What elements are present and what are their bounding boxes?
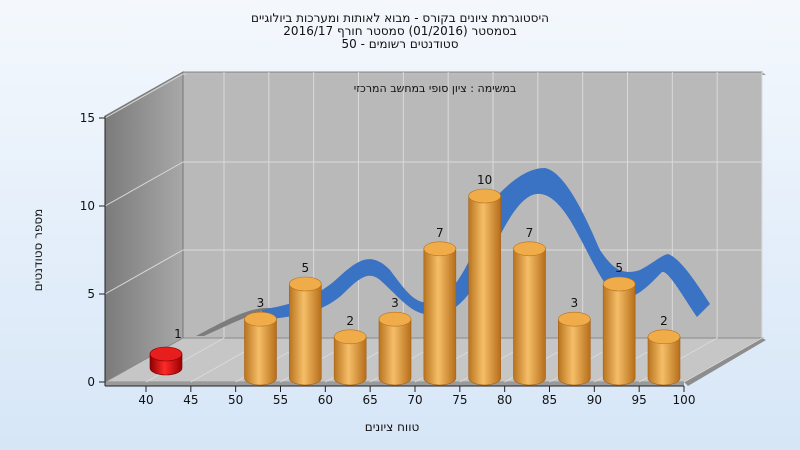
grid-line-floor (683, 337, 763, 383)
bar-value-label: 1 (174, 327, 182, 341)
bar-top (468, 188, 501, 204)
x-tick-label: 70 (407, 393, 422, 407)
right-edge (684, 338, 766, 386)
bar-body (647, 336, 681, 386)
bar-body (423, 248, 457, 386)
x-tick-label: 95 (632, 393, 647, 407)
grid-line-left (104, 73, 184, 119)
bar-top (423, 241, 457, 257)
bar-body (289, 283, 322, 386)
bar-95: 5 (602, 261, 636, 386)
bar-40: 1 (149, 327, 183, 376)
x-tick-label: 60 (318, 393, 333, 407)
bar-body (513, 248, 546, 386)
bar-top (513, 241, 546, 257)
x-tick-label: 90 (587, 393, 602, 407)
left-wall (104, 71, 184, 383)
distribution-curve-faded (196, 307, 275, 336)
grid-line-left (104, 249, 184, 295)
chart-subtitle: במשימה : ציון סופי במחשב המרכזי (354, 82, 517, 95)
bar-value-label: 7 (436, 226, 444, 240)
bar-top (378, 311, 412, 327)
bar-80: 10 (468, 173, 501, 386)
bar-top (558, 311, 591, 327)
bar-top (602, 276, 636, 292)
bar-value-label: 5 (615, 261, 623, 275)
bar-value-label: 10 (477, 173, 492, 187)
bar-55: 3 (244, 296, 277, 386)
bars: 1 3 5 2 3 7 10 7 3 5 2 (149, 173, 681, 386)
bar-top (647, 329, 681, 345)
y-tick-label: 5 (87, 287, 95, 301)
y-tick-label: 15 (80, 111, 95, 125)
x-tick-label: 50 (228, 393, 243, 407)
bar-85: 7 (513, 226, 546, 386)
chart-title-line-3: סטודנטים רשומים - 50 (341, 37, 458, 51)
chart-title-line-2: בסמסטר (01/2016) סמסטר חורף 2016/17 (283, 24, 516, 38)
bar-70: 3 (378, 296, 412, 386)
bar-top (149, 346, 183, 362)
bar-value-label: 5 (302, 261, 310, 275)
chart-title-line-1: היסטוגרמת ציונים בקורס - מבוא לאותות ומע… (251, 11, 549, 25)
x-tick-label: 75 (452, 393, 467, 407)
bar-75: 7 (423, 226, 457, 386)
bar-90: 3 (558, 296, 591, 386)
bar-body (602, 283, 636, 386)
bar-body (558, 318, 591, 386)
bar-value-label: 2 (346, 314, 354, 328)
bar-body (333, 336, 367, 386)
bar-value-label: 3 (391, 296, 399, 310)
x-tick-label: 100 (673, 393, 696, 407)
bar-100: 2 (647, 314, 681, 386)
x-tick-label: 45 (183, 393, 198, 407)
x-tick-label: 85 (542, 393, 557, 407)
y-axis-label: מספר סטודנטים (31, 209, 45, 292)
bar-body (378, 318, 412, 386)
bar-60: 5 (289, 261, 322, 386)
grid-line-left (104, 161, 184, 207)
y-tick-label: 0 (87, 375, 95, 389)
bar-value-label: 3 (257, 296, 265, 310)
bar-body (468, 195, 501, 386)
x-tick-label: 55 (273, 393, 288, 407)
bar-top (333, 329, 367, 345)
x-tick-label: 65 (363, 393, 378, 407)
bar-body (244, 318, 277, 386)
x-tick-label: 80 (497, 393, 512, 407)
bar-top (289, 276, 322, 292)
bar-value-label: 3 (571, 296, 579, 310)
grid-line-floor (145, 337, 225, 383)
x-axis-label: טווח ציונים (365, 420, 420, 434)
bar-65: 2 (333, 314, 367, 386)
bar-value-label: 7 (526, 226, 534, 240)
bar-top (244, 311, 277, 327)
x-tick-label: 40 (138, 393, 153, 407)
bar-value-label: 2 (660, 314, 668, 328)
y-tick-label: 10 (80, 199, 95, 213)
